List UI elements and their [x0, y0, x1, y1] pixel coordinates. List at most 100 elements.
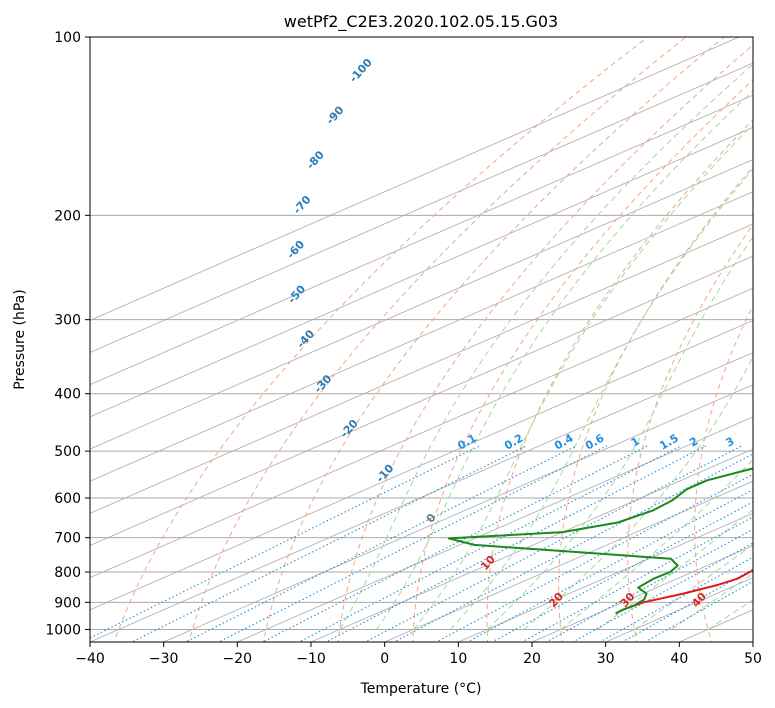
moist-adiabat-line — [449, 168, 753, 630]
isotherm-line — [90, 255, 753, 546]
dry-adiabat-label: -50 — [285, 282, 308, 306]
dry-adiabat-line — [262, 37, 725, 642]
dry-adiabat-label: -90 — [324, 103, 347, 127]
y-tick-label: 800 — [54, 565, 81, 581]
mixing-ratio-line — [364, 445, 743, 642]
mixing-ratio-line — [598, 556, 753, 642]
mixing-ratio-label: 1.5 — [657, 432, 680, 453]
moist-adiabat-line — [671, 573, 753, 630]
dry-adiabat-label: 10 — [478, 553, 498, 573]
mixing-ratio-label: 0.2 — [502, 432, 525, 453]
dry-adiabat-line — [188, 37, 687, 642]
mixing-ratio-line — [393, 453, 753, 642]
isotherm-line — [531, 545, 753, 642]
isotherm-line — [90, 37, 741, 321]
mixing-ratio-line — [491, 501, 753, 642]
isotherm-line — [310, 448, 753, 642]
x-axis: −40 −30 −20 −10 0 10 20 30 40 50 — [75, 642, 762, 667]
dry-adiabat-line — [558, 165, 753, 642]
chart-title: wetPf2_C2E3.2020.102.05.15.G03 — [284, 12, 558, 32]
plot-frame — [89, 36, 754, 643]
y-tick-label: 600 — [54, 491, 81, 507]
moist-adiabat-line — [413, 123, 753, 630]
dry-adiabat-label: -60 — [284, 238, 307, 262]
dry-adiabat-line — [760, 37, 775, 654]
grid-lines — [90, 37, 753, 642]
dry-adiabats — [113, 37, 775, 654]
mixing-ratio-line — [90, 445, 480, 639]
x-tick-label: −10 — [296, 651, 326, 667]
isotherm-line — [90, 94, 753, 386]
isotherm-line — [90, 287, 753, 579]
isotherm-line — [236, 416, 753, 642]
dry-adiabat-line — [486, 119, 753, 642]
temperature-line — [615, 569, 753, 615]
mixing-ratio-label: 0.6 — [583, 431, 607, 452]
plot-area: 0.10.20.40.611.52346810131620253036-100-… — [90, 37, 775, 654]
x-tick-label: 40 — [670, 651, 688, 667]
mixing-ratio-label: 0.4 — [552, 431, 576, 452]
isotherm-line — [90, 159, 753, 450]
mixing-ratio-line — [520, 516, 753, 642]
x-tick-label: −40 — [75, 651, 105, 667]
moist-adiabat-line — [339, 63, 753, 630]
x-tick-label: 30 — [597, 651, 615, 667]
dry-adiabat-label: -20 — [338, 417, 361, 441]
x-axis-label: Temperature (°C) — [360, 681, 482, 697]
dry-adiabat-line — [337, 44, 753, 642]
mixing-ratio-label: 3 — [723, 435, 736, 450]
moist-adiabat-line — [486, 236, 753, 630]
x-tick-label: −20 — [223, 651, 253, 667]
mixing-ratio-line — [297, 445, 682, 642]
x-tick-label: 50 — [744, 651, 762, 667]
sounding-series — [447, 467, 753, 615]
mixing-ratio-line — [466, 488, 753, 642]
dry-adiabat-label: -40 — [294, 327, 317, 351]
adiabat-labels: 0.10.20.40.611.52346810131620253036-100-… — [284, 56, 763, 610]
y-axis: 100 200 300 400 500 600 700 800 900 1000 — [45, 30, 90, 638]
y-tick-label: 300 — [54, 313, 81, 329]
mixing-ratio-line — [324, 445, 706, 642]
dry-adiabat-line — [412, 79, 753, 642]
y-tick-label: 100 — [54, 30, 81, 46]
y-tick-label: 400 — [54, 387, 81, 403]
x-tick-label: 10 — [449, 651, 467, 667]
mixing-ratio-label: 4 — [750, 434, 763, 449]
isotherm-line — [90, 319, 753, 611]
moist-adiabat-line — [376, 90, 753, 630]
dry-adiabat-label: -70 — [291, 193, 314, 217]
isotherm-line — [90, 352, 753, 642]
mixing-ratio-label: 1 — [629, 435, 642, 450]
y-axis-label: Pressure (hPa) — [12, 289, 28, 389]
moist-adiabat-line — [597, 508, 753, 630]
mixing-ratio-line — [217, 445, 608, 642]
mixing-ratio-line — [435, 473, 753, 642]
isotherm-line — [90, 126, 753, 418]
isotherm-line — [457, 512, 753, 642]
x-tick-label: 0 — [380, 651, 389, 667]
isotherm-line — [383, 480, 753, 642]
moist-adiabat-line — [523, 355, 753, 630]
dry-adiabat-line — [627, 223, 753, 642]
mixing-ratio-label: 0.1 — [455, 432, 478, 453]
isotherm-line — [90, 191, 753, 482]
y-tick-label: 700 — [54, 531, 81, 547]
mixing-ratio-lines — [90, 445, 753, 642]
isotherm-line — [90, 223, 753, 514]
isotherm-line — [90, 62, 753, 353]
moist-adiabat-line — [560, 458, 753, 630]
dry-adiabat-line — [694, 304, 753, 642]
moist-adiabat-line — [634, 544, 753, 630]
dry-adiabat-label: 40 — [689, 590, 709, 610]
mixing-ratio-line — [571, 542, 753, 642]
dewpoint-line — [447, 467, 753, 615]
mixing-ratio-line — [184, 445, 577, 642]
x-tick-label: −30 — [149, 651, 179, 667]
y-tick-label: 200 — [54, 208, 81, 224]
y-tick-label: 1000 — [45, 622, 81, 638]
dry-adiabat-line — [113, 37, 649, 642]
isotherm-line — [162, 384, 753, 642]
y-tick-label: 900 — [54, 595, 81, 611]
y-tick-label: 500 — [54, 444, 81, 460]
